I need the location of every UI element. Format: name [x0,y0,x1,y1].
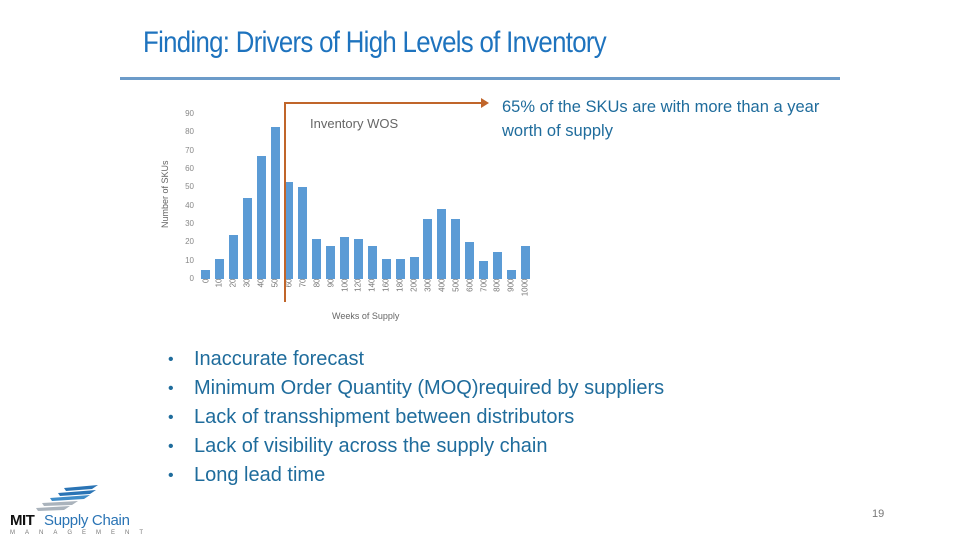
bar [451,218,461,279]
bar [242,198,252,279]
bar [284,181,294,279]
bar [520,246,530,279]
bar [326,246,336,279]
bar [214,258,224,279]
x-tick-label: 100 [340,278,349,292]
x-tick-label: 140 [367,278,377,292]
list-item: • Minimum Order Quantity (MOQ)required by… [168,374,664,403]
bullet-icon: • [168,409,174,426]
bar [395,258,405,279]
annotation-arrow-line [284,102,481,104]
bar [506,269,516,279]
x-tick-label: 20 [228,278,238,288]
chart-title: Inventory WOS [310,116,399,131]
bar [353,238,363,279]
y-tick-label: 50 [185,182,194,192]
callout-text: 65% of the SKUs are with more than a yea… [502,98,820,140]
x-tick-label: 50 [270,278,280,288]
x-tick-label: 500 [451,278,461,292]
mit-scm-logo: MIT Supply Chain MANAGEMENT [6,484,143,538]
x-tick-label: 600 [465,278,475,292]
bar [340,236,349,279]
bullet-icon: • [168,467,174,484]
x-tick-label: 300 [423,278,433,292]
y-tick-label: 70 [185,145,194,155]
y-tick-label: 0 [189,274,194,283]
bullet-icon: • [168,380,174,397]
bar [270,126,280,279]
list-item: • Lack of transshipment between distribut… [168,403,664,432]
x-tick-label: 30 [242,278,252,288]
bar [465,242,475,279]
y-tick-label: 30 [185,219,194,228]
bar [201,269,210,279]
list-item: • Inaccurate forecast [168,345,664,374]
y-tick-label: 20 [185,237,194,247]
bar [437,209,447,279]
y-tick-label: 40 [185,200,194,210]
x-tick-label: 10 [214,278,224,288]
bar [479,260,488,279]
list-item: • Long lead time [168,461,664,490]
y-axis-label: Number of SKUs [160,160,170,228]
slide-title: Finding: Drivers of High Levels of Inven… [143,26,607,59]
x-tick-label: 40 [256,278,266,288]
arrow-head-icon [481,98,489,108]
x-tick-label: 900 [506,278,516,292]
bar [381,258,391,279]
annotation-marker-line [284,102,286,302]
logo-swoosh-icon [36,485,98,511]
list-item: • Lack of visibility across the supply ch… [168,432,664,461]
drivers-list: • Inaccurate forecast • Minimum Order Quan… [168,345,664,490]
x-tick-label: 0 [201,278,210,283]
y-tick-label: 90 [185,109,194,118]
bar [423,218,433,279]
x-tick-label: 80 [312,278,322,288]
x-tick-label: 70 [298,278,308,288]
x-axis-label: Weeks of Supply [332,311,400,321]
bar [228,235,238,279]
x-tick-label: 90 [326,278,336,288]
page-number: 19 [872,508,885,520]
x-tick-label: 120 [353,278,363,292]
bar [409,257,419,279]
x-tick-label: 700 [479,278,488,292]
y-tick-label: 80 [185,127,194,137]
bar [492,251,502,279]
x-tick-label: 1000 [520,278,530,297]
bar [298,187,308,279]
x-tick-label: 200 [409,278,419,292]
title-divider [120,77,840,80]
x-tick-label: 180 [395,278,405,292]
bar [367,246,377,279]
y-tick-label: 10 [185,255,194,265]
y-tick-label: 60 [185,164,194,173]
bar [312,238,322,279]
x-tick-label: 800 [492,278,502,292]
x-tick-label: 160 [381,278,391,292]
bullet-icon: • [168,438,174,455]
bar [256,156,266,279]
bullet-icon: • [168,351,174,368]
x-tick-label: 400 [437,278,447,292]
